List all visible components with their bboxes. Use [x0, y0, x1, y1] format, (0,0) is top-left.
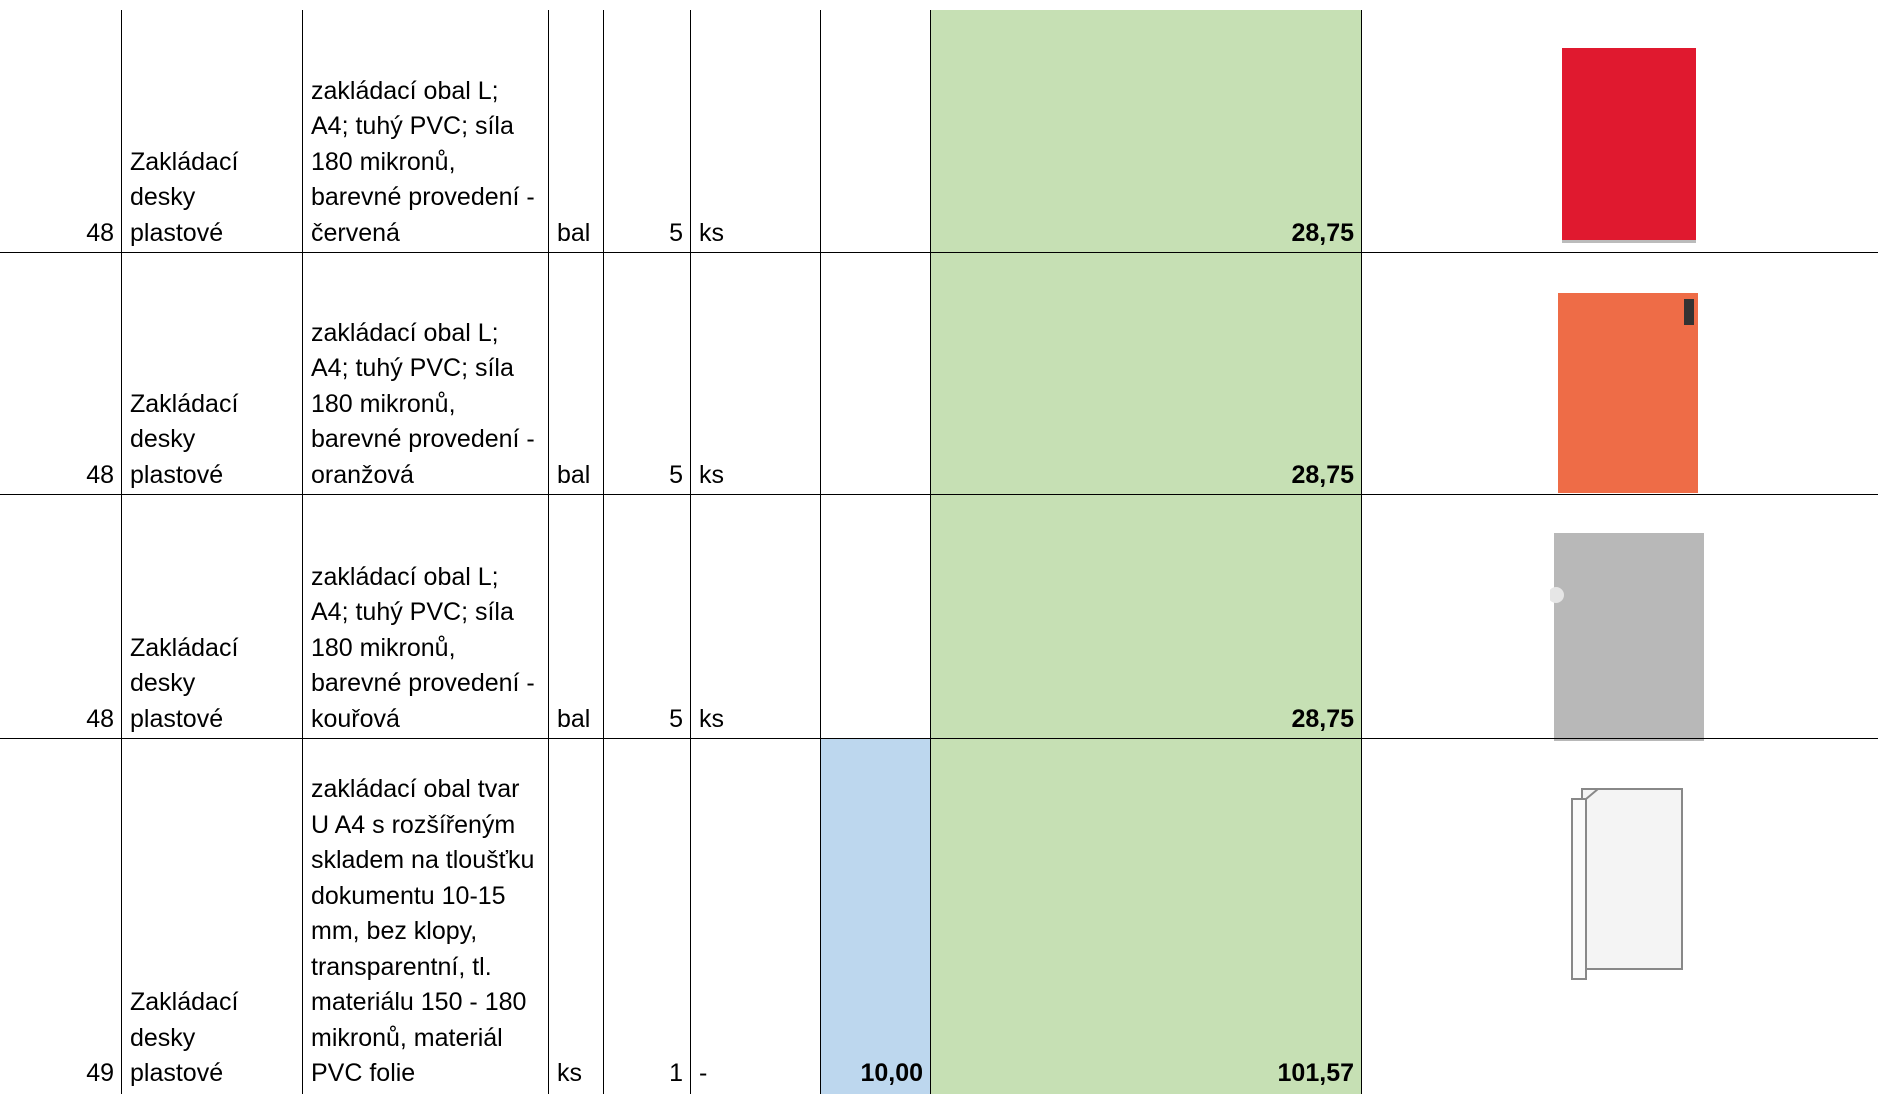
- cell-qty: 5: [604, 495, 691, 739]
- product-photo: [1558, 293, 1698, 493]
- cell-unit2: ks: [691, 10, 821, 253]
- total-bg: [931, 10, 1362, 253]
- cell-no: 48: [0, 253, 122, 495]
- col-border: [820, 10, 821, 1094]
- cell-text: 5: [669, 460, 683, 489]
- cell-text: 28,75: [1291, 704, 1354, 733]
- row-border: [0, 738, 1878, 739]
- col-border: [930, 10, 931, 1094]
- cell-unit: bal: [549, 10, 604, 253]
- col-border: [1361, 10, 1362, 1094]
- cell-no: 48: [0, 10, 122, 253]
- total-bg: [931, 253, 1362, 495]
- cell-text: ks: [699, 218, 724, 247]
- price-bg: [821, 253, 931, 495]
- cell-name: Zakládací desky plastové: [122, 253, 303, 495]
- cell-no: 48: [0, 495, 122, 739]
- cell-name: Zakládací desky plastové: [122, 739, 303, 1094]
- cell-total: 101,57: [931, 739, 1362, 1094]
- total-bg: [931, 495, 1362, 739]
- product-image: [1550, 515, 1720, 755]
- cell-desc: zakládací obal L; A4; tuhý PVC; síla 180…: [303, 10, 549, 253]
- cell-no: 49: [0, 739, 122, 1094]
- cell-text: Zakládací desky plastové: [130, 988, 239, 1088]
- col-border: [121, 10, 122, 1094]
- cell-text: 5: [669, 218, 683, 247]
- cell-total: 28,75: [931, 253, 1362, 495]
- product-image: [1550, 759, 1720, 999]
- cell-desc: zakládací obal tvar U A4 s rozšířeným sk…: [303, 739, 549, 1094]
- cell-qty: 5: [604, 10, 691, 253]
- cell-text: 48: [86, 218, 114, 247]
- product-photo: [1550, 533, 1704, 741]
- cell-text: Zakládací desky plastové: [130, 147, 239, 247]
- col-border: [548, 10, 549, 1094]
- row-border: [0, 494, 1878, 495]
- cell-unit: bal: [549, 495, 604, 739]
- cell-text: ks: [699, 460, 724, 489]
- cell-qty: 5: [604, 253, 691, 495]
- cell-text: bal: [557, 704, 591, 733]
- cell-text: 28,75: [1291, 460, 1354, 489]
- cell-total: 28,75: [931, 10, 1362, 253]
- cell-qty: 1: [604, 739, 691, 1094]
- cell-text: ks: [557, 1059, 582, 1088]
- col-border: [603, 10, 604, 1094]
- product-image: [1550, 30, 1720, 270]
- cell-text: Zakládací desky plastové: [130, 633, 239, 733]
- cell-text: 28,75: [1291, 218, 1354, 247]
- col-border: [302, 10, 303, 1094]
- cell-text: bal: [557, 218, 591, 247]
- cell-name: Zakládací desky plastové: [122, 10, 303, 253]
- cell-total: 28,75: [931, 495, 1362, 739]
- cell-text: 49: [86, 1059, 114, 1088]
- cell-unit2: -: [691, 739, 821, 1094]
- row-border: [0, 252, 1878, 253]
- product-photo: [1571, 788, 1683, 980]
- cell-text: 48: [86, 460, 114, 489]
- price-bg: [821, 739, 931, 1094]
- cell-name: Zakládací desky plastové: [122, 495, 303, 739]
- cell-desc: zakládací obal L; A4; tuhý PVC; síla 180…: [303, 253, 549, 495]
- cell-text: 10,00: [860, 1059, 923, 1088]
- cell-text: 1: [669, 1059, 683, 1088]
- product-photo: [1562, 48, 1696, 243]
- cell-text: zakládací obal L; A4; tuhý PVC; síla 180…: [311, 318, 535, 489]
- cell-text: 5: [669, 704, 683, 733]
- cell-text: -: [699, 1059, 708, 1088]
- price-bg: [821, 495, 931, 739]
- cell-unit: ks: [549, 739, 604, 1094]
- cell-desc: zakládací obal L; A4; tuhý PVC; síla 180…: [303, 495, 549, 739]
- cell-text: bal: [557, 460, 591, 489]
- cell-text: 101,57: [1277, 1059, 1354, 1088]
- cell-unit2: ks: [691, 253, 821, 495]
- col-border: [690, 10, 691, 1094]
- cell-text: zakládací obal L; A4; tuhý PVC; síla 180…: [311, 76, 535, 247]
- cell-text: ks: [699, 704, 724, 733]
- cell-text: Zakládací desky plastové: [130, 389, 239, 489]
- cell-unit: bal: [549, 253, 604, 495]
- cell-text: zakládací obal L; A4; tuhý PVC; síla 180…: [311, 562, 535, 733]
- cell-price: 10,00: [821, 739, 931, 1094]
- cell-text: zakládací obal tvar U A4 s rozšířeným sk…: [311, 775, 535, 1088]
- cell-text: 48: [86, 704, 114, 733]
- cell-unit2: ks: [691, 495, 821, 739]
- product-image: [1550, 273, 1720, 513]
- total-bg: [931, 739, 1362, 1094]
- price-bg: [821, 10, 931, 253]
